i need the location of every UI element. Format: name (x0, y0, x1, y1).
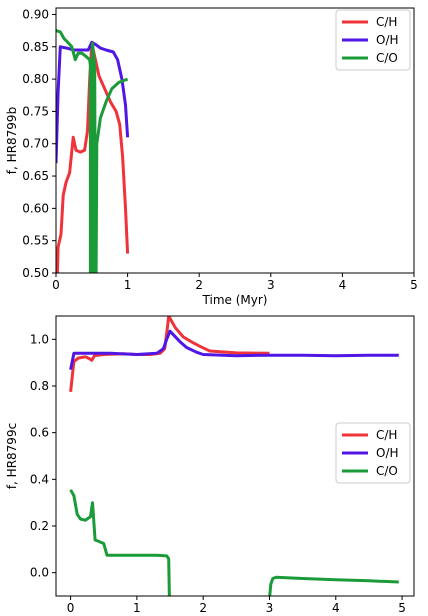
y-axis-label: f, HR8799b (5, 107, 19, 174)
plot-frame (55, 7, 415, 274)
series-line-c-o (56, 29, 129, 273)
y-axis-label: f, HR8799c (5, 423, 19, 489)
legend-entry: C/O (376, 51, 398, 65)
legend: C/H O/H C/O (335, 422, 411, 484)
legend-entry: O/H (376, 33, 399, 47)
y-tick-label: 0.50 (22, 266, 49, 280)
y-tick-label: 0.8 (30, 379, 49, 393)
legend-box (335, 422, 411, 484)
y-tick-label: 0.65 (22, 169, 49, 183)
y-tick-label: 0.4 (30, 472, 49, 486)
y-tick-label: 0.80 (22, 72, 49, 86)
series-line-o-h (69, 329, 399, 370)
legend-entry: O/H (376, 446, 399, 460)
x-tick-label: 4 (332, 601, 340, 615)
x-tick-label: 2 (199, 601, 207, 615)
y-tick-label: 0.90 (22, 7, 49, 21)
series-line-c-h (69, 316, 270, 392)
x-tick-label: 2 (195, 278, 203, 292)
x-tick-label: 1 (133, 601, 141, 615)
legend-box (335, 9, 411, 71)
y-tick-label: 0.60 (22, 201, 49, 215)
series-line-c-o-segment-2 (268, 575, 399, 596)
x-tick-label: 1 (124, 278, 132, 292)
x-axis-label: Time (Myr) (202, 293, 268, 307)
series-line-c-h (56, 42, 130, 273)
y-tick-label: 0.85 (22, 40, 49, 54)
x-tick-label: 5 (398, 601, 406, 615)
y-tick-label: 0.75 (22, 104, 49, 118)
x-tick-label: 0 (67, 601, 75, 615)
series-group (69, 316, 399, 596)
legend-entry: C/H (376, 428, 397, 442)
y-tick-label: 0.2 (30, 519, 49, 533)
chart-1: 0 1 2 3 4 5 0.50 0.55 0.60 0.65 0.70 0.75 0.80 0.85 0.… (5, 7, 418, 307)
legend-entry: C/H (376, 15, 397, 29)
series-group (56, 29, 130, 273)
x-tick-label: 5 (410, 278, 418, 292)
x-tick-label: 4 (339, 278, 347, 292)
plot-frame (55, 315, 415, 597)
x-tick-label: 3 (267, 278, 275, 292)
series-line-c-o (69, 489, 171, 596)
y-tick-label: 0.70 (22, 137, 49, 151)
legend-entry: C/O (376, 464, 398, 478)
x-tick-label: 3 (266, 601, 274, 615)
y-tick-label: 1.0 (30, 332, 49, 346)
y-tick-label: 0.55 (22, 234, 49, 248)
x-tick-label: 0 (52, 278, 60, 292)
y-tick-label: 0.0 (30, 566, 49, 580)
legend: C/H O/H C/O (335, 9, 411, 71)
y-tick-label: 0.6 (30, 426, 49, 440)
